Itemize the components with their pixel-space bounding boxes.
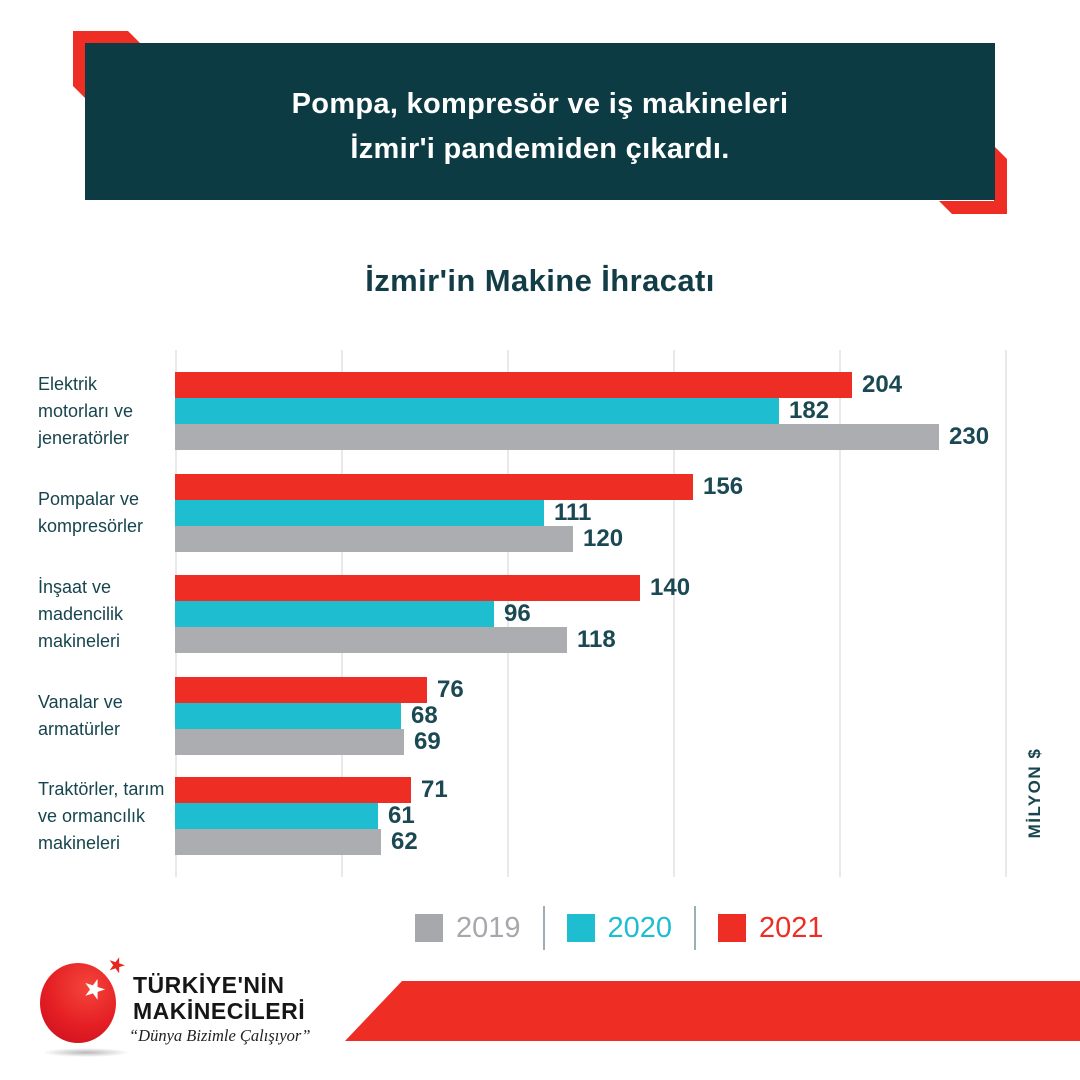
legend-item-0: 2019 — [415, 912, 521, 945]
chart-legend: 2019 2020 2021 — [415, 906, 824, 950]
legend-label-2021: 2021 — [759, 911, 824, 944]
legend-swatch-2021 — [718, 914, 747, 942]
corner-accent-top-left-icon — [73, 31, 141, 99]
value-label: 204 — [862, 371, 903, 398]
gridline — [507, 350, 509, 877]
logo-text-line-1: TÜRKİYE'NİN — [133, 972, 285, 998]
headline-line-2: İzmir'i pandemiden çıkardı. — [350, 132, 730, 165]
headline-line-1: Pompa, kompresör ve iş makineleri — [291, 87, 789, 120]
bar-2019 — [175, 424, 939, 450]
value-label: 71 — [421, 776, 448, 803]
value-label: 182 — [789, 397, 830, 424]
bar-2019 — [175, 829, 381, 855]
legend-divider — [694, 906, 697, 950]
bar-2021 — [175, 677, 427, 703]
value-label: 76 — [437, 676, 464, 703]
legend-item-2: 2021 — [718, 912, 824, 945]
legend-swatch-2020 — [566, 914, 595, 942]
value-label: 111 — [554, 499, 592, 526]
logo-tagline: “Dünya Bizimle Çalışıyor” — [129, 1026, 311, 1045]
category-label: Pompalar ve kompresörler — [38, 489, 144, 536]
gridline — [839, 350, 841, 877]
value-label: 230 — [949, 423, 990, 450]
axis-unit-label: MİLYON $ — [1025, 747, 1044, 839]
chart-title: İzmir'in Makine İhracatı — [365, 263, 715, 298]
value-label: 68 — [411, 702, 438, 729]
logo-shadow — [42, 1048, 130, 1057]
value-label: 96 — [504, 600, 531, 627]
logo-text-line-2: MAKİNECİLERİ — [133, 998, 306, 1024]
bar-2019 — [175, 627, 567, 653]
category-label: İnşaat ve madencilik makineleri — [38, 576, 124, 651]
category-label: Elektrik motorları ve jeneratörler — [38, 373, 134, 448]
bar-2019 — [175, 729, 404, 755]
category-label: Traktörler, tarım ve ormancılık makinele… — [38, 778, 165, 853]
value-label: 140 — [650, 574, 691, 601]
legend-label-2020: 2020 — [607, 911, 673, 944]
bar-2021 — [175, 474, 693, 500]
headline-banner: Pompa, kompresör ve iş makineleri İzmir'… — [85, 43, 995, 200]
value-label: 61 — [388, 802, 415, 829]
gridline — [1005, 350, 1007, 877]
legend-divider — [542, 906, 545, 950]
bar-2020 — [175, 500, 544, 526]
logo-red-globe — [40, 963, 116, 1043]
bar-2020 — [175, 601, 494, 627]
category-label: Vanalar ve armatürler — [38, 692, 123, 739]
bar-2019 — [175, 526, 573, 552]
legend-swatch-2019 — [415, 914, 443, 942]
bar-2021 — [175, 777, 411, 803]
value-label: 156 — [703, 473, 744, 500]
value-label: 69 — [414, 728, 441, 755]
bar-2021 — [175, 372, 852, 398]
legend-label-2019: 2019 — [456, 911, 521, 944]
bar-2020 — [175, 703, 401, 729]
value-label: 118 — [577, 626, 616, 653]
value-label: 62 — [391, 828, 418, 855]
legend-item-1: 2020 — [566, 911, 673, 945]
bar-2020 — [175, 398, 779, 424]
gridline — [673, 350, 675, 877]
red-banner — [345, 981, 1080, 1041]
bar-2021 — [175, 575, 640, 601]
bar-2020 — [175, 803, 378, 829]
corner-accent-bottom-right-icon — [939, 146, 1007, 214]
value-label: 120 — [583, 525, 624, 552]
